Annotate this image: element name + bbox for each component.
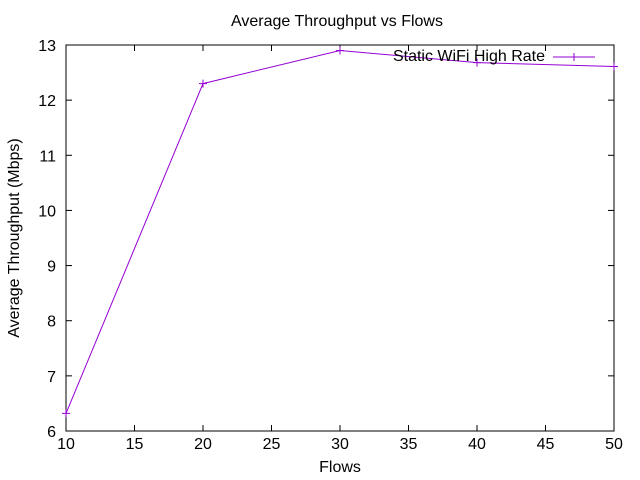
y-tick-label: 13 (38, 38, 56, 55)
x-tick-label: 15 (126, 436, 144, 453)
plot-frame (65, 44, 615, 432)
y-tick-label: 12 (38, 93, 56, 110)
x-tick-label: 20 (194, 436, 212, 453)
y-tick-label: 11 (39, 148, 56, 165)
data-point-marker (473, 58, 481, 67)
data-point-marker (336, 46, 344, 55)
data-point-marker (199, 79, 207, 88)
x-tick-label: 30 (331, 436, 349, 453)
series-layer (62, 46, 618, 418)
x-tick-label: 45 (537, 436, 555, 453)
y-tick-label: 6 (47, 424, 56, 441)
legend-series-label: Static WiFi High Rate (393, 48, 545, 65)
data-point-marker (62, 409, 70, 418)
y-axis-label: Average Throughput (Mbps) (6, 138, 23, 338)
y-tick-label: 7 (47, 369, 56, 386)
x-tick-label: 35 (400, 436, 418, 453)
x-axis-label: Flows (319, 459, 361, 476)
legend-series-marker (570, 53, 578, 61)
axis-tick-labels: 10 15 20 25 30 35 40 45 50 6 7 8 9 10 11 12 13 (38, 38, 623, 453)
y-tick-label: 8 (47, 314, 56, 331)
y-tick-label: 10 (38, 203, 56, 220)
x-tick-label: 10 (57, 436, 75, 453)
axis-ticks (65, 44, 615, 432)
series-line (65, 49, 615, 414)
x-tick-label: 50 (605, 436, 623, 453)
chart-title: Average Throughput vs Flows (231, 13, 443, 30)
x-tick-label: 25 (263, 436, 281, 453)
data-point-marker (610, 62, 618, 71)
y-tick-label: 9 (47, 259, 56, 276)
x-tick-label: 40 (468, 436, 486, 453)
legend: Static WiFi High Rate (393, 48, 595, 65)
